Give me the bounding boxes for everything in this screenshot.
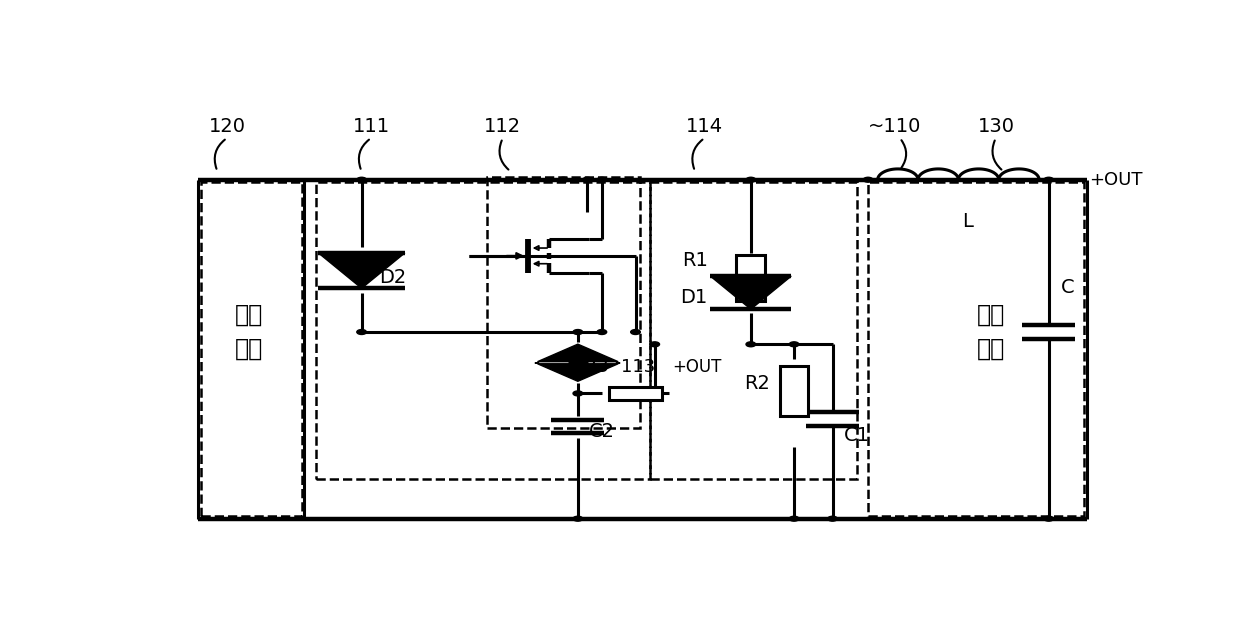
Polygon shape: [711, 276, 791, 309]
Text: D2: D2: [379, 269, 407, 288]
Text: C1: C1: [844, 426, 870, 445]
Circle shape: [573, 516, 583, 521]
Circle shape: [1044, 516, 1054, 521]
Circle shape: [583, 177, 593, 182]
Text: 114: 114: [686, 117, 723, 135]
Text: 112: 112: [485, 117, 522, 135]
Text: 电路: 电路: [977, 338, 1006, 361]
Bar: [780, 366, 808, 415]
Text: C: C: [1061, 278, 1075, 297]
Circle shape: [746, 177, 755, 182]
Text: C2: C2: [589, 422, 615, 441]
Text: D1: D1: [681, 288, 708, 307]
Circle shape: [746, 342, 755, 347]
Text: 111: 111: [352, 117, 389, 135]
Circle shape: [598, 177, 606, 182]
Bar: [486, 177, 640, 428]
Circle shape: [357, 330, 367, 334]
Circle shape: [573, 391, 583, 396]
Circle shape: [631, 330, 640, 334]
Circle shape: [790, 516, 799, 521]
Polygon shape: [537, 364, 619, 382]
Circle shape: [598, 330, 606, 334]
Text: R3: R3: [583, 357, 609, 376]
Text: 120: 120: [208, 117, 246, 135]
Text: +OUT: +OUT: [1089, 171, 1142, 189]
Text: 113: 113: [621, 358, 655, 376]
Bar: [868, 182, 1084, 516]
Circle shape: [1044, 177, 1054, 182]
Text: 电路: 电路: [236, 338, 263, 361]
Circle shape: [357, 177, 367, 182]
Text: R2: R2: [744, 374, 770, 393]
Text: +OUT: +OUT: [672, 358, 722, 376]
Circle shape: [558, 177, 568, 182]
Text: 整流: 整流: [236, 303, 263, 327]
Circle shape: [790, 342, 799, 347]
Circle shape: [650, 342, 660, 347]
Text: ~110: ~110: [868, 117, 921, 135]
Text: L: L: [962, 212, 973, 231]
Polygon shape: [319, 253, 404, 288]
Polygon shape: [537, 344, 619, 362]
Circle shape: [573, 330, 583, 334]
Circle shape: [828, 516, 837, 521]
Text: R1: R1: [682, 251, 708, 271]
Text: 130: 130: [977, 117, 1014, 135]
Bar: [316, 182, 650, 479]
Bar: [609, 387, 662, 399]
Bar: [737, 255, 765, 301]
Circle shape: [863, 177, 873, 182]
Bar: [201, 182, 303, 516]
Text: 滤波: 滤波: [977, 303, 1006, 327]
Bar: [650, 182, 857, 479]
